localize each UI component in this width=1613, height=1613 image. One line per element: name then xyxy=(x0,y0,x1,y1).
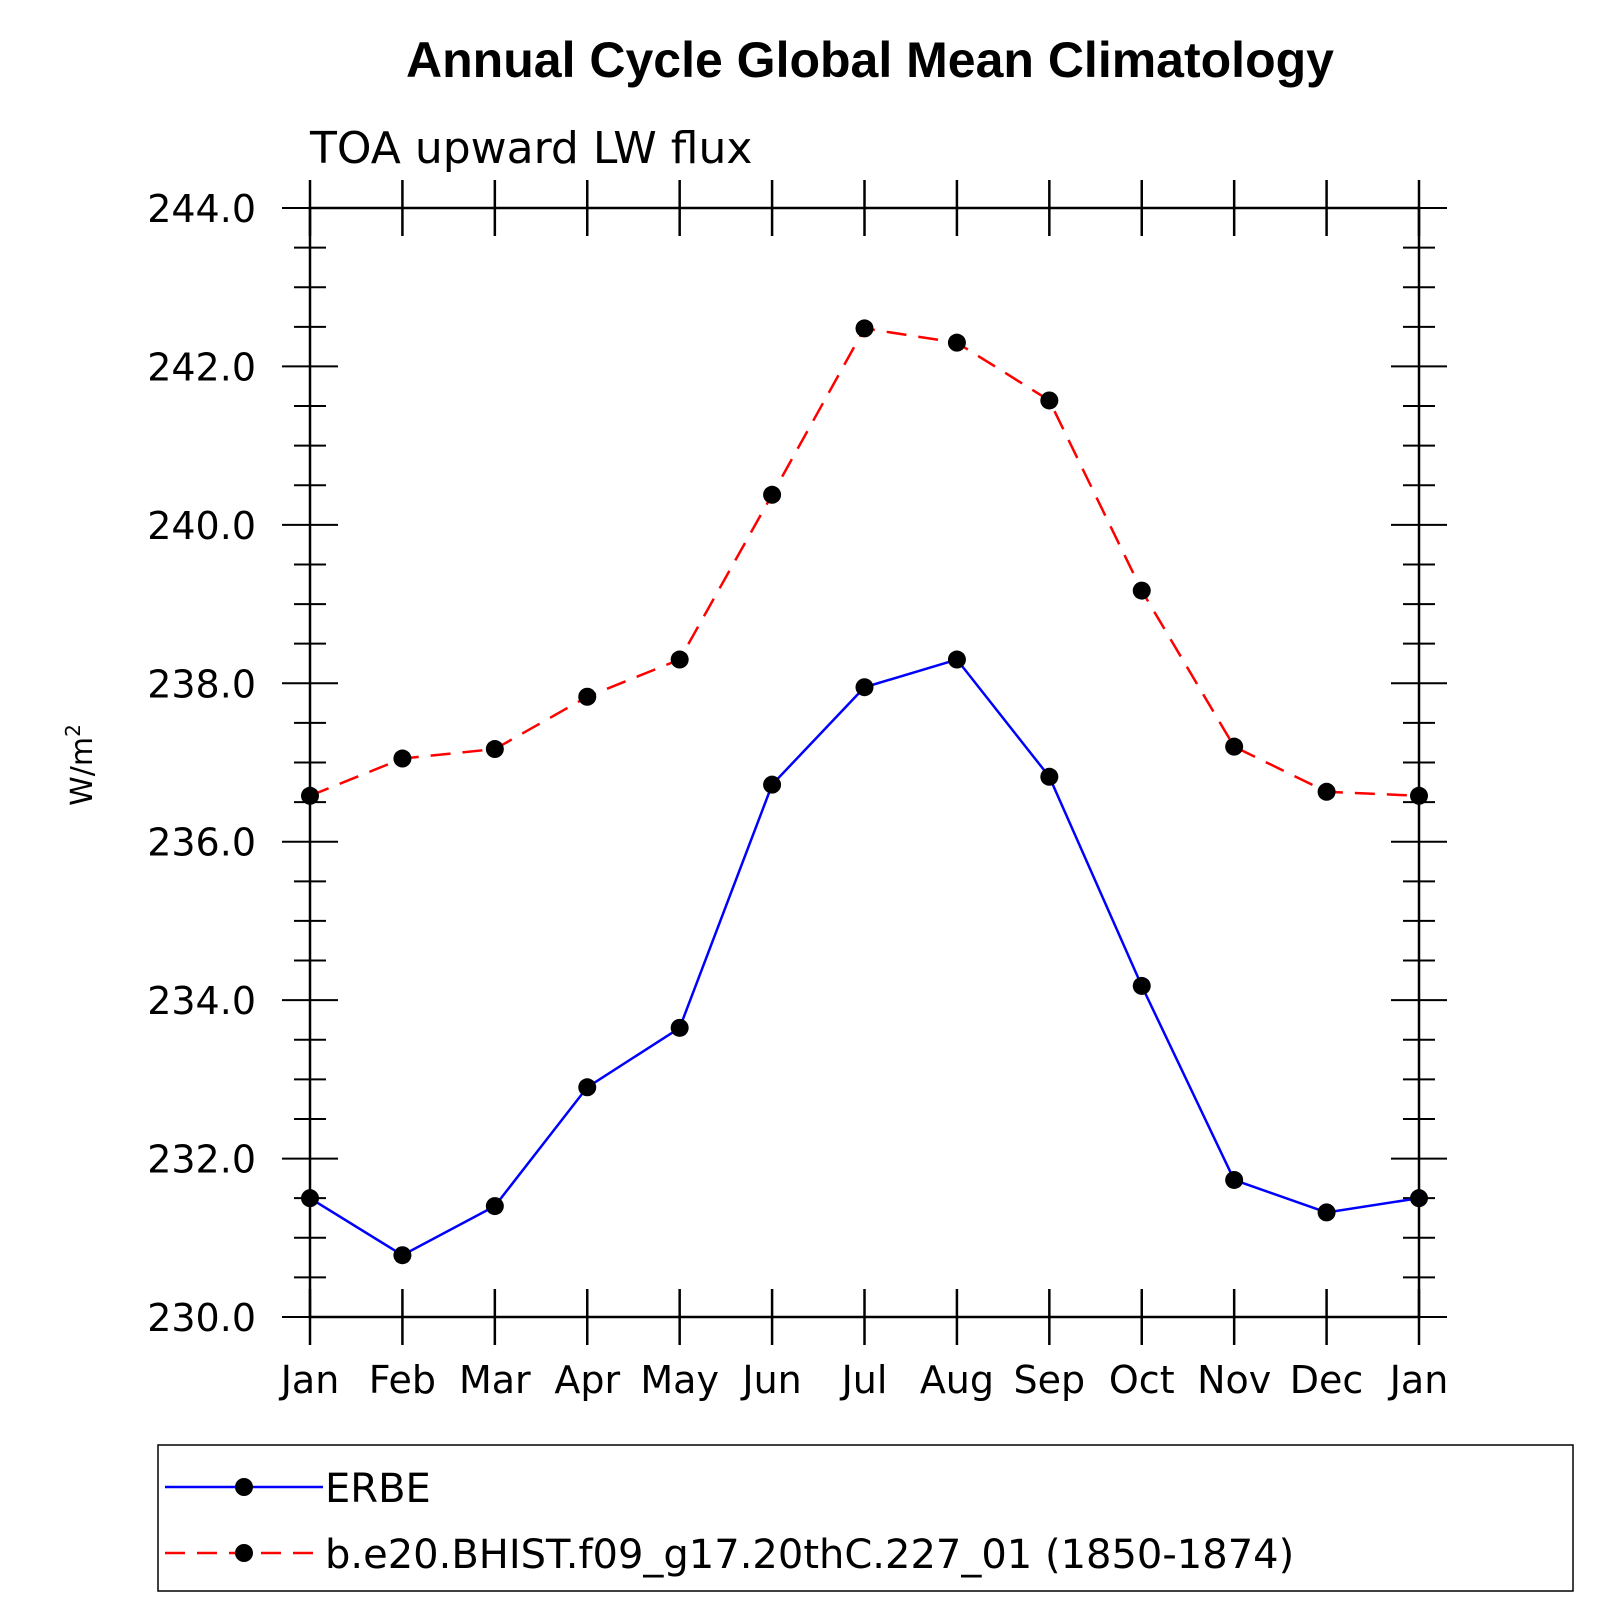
data-point-series-1 xyxy=(1317,782,1336,801)
data-point-series-1 xyxy=(301,786,319,805)
y-tick-label: 242.0 xyxy=(147,345,256,389)
data-point-series-1 xyxy=(855,319,874,338)
legend-label-model: b.e20.BHIST.f09_g17.20thC.227_01 (1850-1… xyxy=(325,1532,1294,1578)
x-tick-label: Jan xyxy=(279,1358,340,1402)
data-point-series-0 xyxy=(578,1078,597,1097)
data-point-series-1 xyxy=(1132,581,1151,600)
series-lines xyxy=(309,327,1420,1257)
legend: ERBE b.e20.BHIST.f09_g17.20thC.227_01 (1… xyxy=(157,1444,1574,1592)
svg-text:W/m2: W/m2 xyxy=(61,724,100,806)
y-tick-label: 230.0 xyxy=(147,1296,256,1340)
series-line-1 xyxy=(309,327,1420,798)
y-tick-label: 238.0 xyxy=(147,662,256,706)
data-point-series-0 xyxy=(855,678,874,697)
x-tick-label: Sep xyxy=(1014,1358,1086,1402)
data-point-series-1 xyxy=(1040,391,1059,410)
data-point-series-1 xyxy=(1225,737,1244,756)
chart-subtitle: TOA upward LW flux xyxy=(309,123,752,174)
x-tick-label: Jun xyxy=(740,1358,801,1402)
data-point-series-1 xyxy=(485,740,504,759)
x-tick-label: Feb xyxy=(369,1358,436,1402)
chart-title: Annual Cycle Global Mean Climatology xyxy=(406,32,1334,88)
legend-label-erbe: ERBE xyxy=(325,1466,431,1512)
y-tick-label: 244.0 xyxy=(147,187,256,231)
y-axis-label-text: W/m xyxy=(65,737,100,806)
y-tick-label: 232.0 xyxy=(147,1138,256,1182)
data-point-series-0 xyxy=(1040,767,1059,786)
data-point-series-0 xyxy=(393,1246,412,1265)
x-tick-label: Nov xyxy=(1197,1358,1271,1402)
tick-marks xyxy=(282,180,1447,1345)
data-point-series-0 xyxy=(1410,1189,1428,1208)
data-point-series-0 xyxy=(1225,1170,1244,1189)
y-axis-label: W/m2 xyxy=(61,724,100,806)
y-tick-label: 240.0 xyxy=(147,504,256,548)
x-tick-label: Apr xyxy=(554,1358,620,1402)
x-tick-label: May xyxy=(640,1358,719,1402)
data-point-series-1 xyxy=(1410,786,1428,805)
data-point-series-0 xyxy=(1132,976,1151,995)
y-tick-label: 234.0 xyxy=(147,979,256,1023)
data-point-series-0 xyxy=(670,1018,689,1037)
data-point-series-1 xyxy=(670,650,689,669)
plot-frame xyxy=(308,206,1421,1319)
x-tick-label: Mar xyxy=(459,1358,531,1402)
x-tick-label: Jan xyxy=(1388,1358,1449,1402)
x-tick-label: Jul xyxy=(840,1358,888,1402)
data-point-series-1 xyxy=(578,687,597,706)
data-point-series-0 xyxy=(301,1189,319,1208)
y-axis-label-superscript: 2 xyxy=(61,724,85,737)
data-point-series-0 xyxy=(947,650,966,669)
data-point-series-1 xyxy=(393,749,412,768)
y-tick-labels: 230.0 232.0 234.0 236.0 238.0 240.0 242.0 244.0 xyxy=(147,187,256,1340)
legend-marker-model xyxy=(235,1544,253,1562)
x-tick-labels: Jan Feb Mar Apr May Jun Jul Aug Sep Oct Nov Dec Jan xyxy=(279,1358,1449,1402)
x-tick-label: Oct xyxy=(1109,1358,1175,1402)
legend-box xyxy=(157,1444,1574,1592)
data-point-series-1 xyxy=(763,485,782,504)
series-line-0 xyxy=(309,658,1420,1257)
series-markers xyxy=(301,319,1428,1265)
x-tick-label: Aug xyxy=(920,1358,994,1402)
data-point-series-0 xyxy=(1317,1203,1336,1222)
legend-marker-erbe xyxy=(235,1478,253,1496)
y-tick-label: 236.0 xyxy=(147,821,256,865)
data-point-series-1 xyxy=(947,333,966,352)
data-point-series-0 xyxy=(763,775,782,794)
data-point-series-0 xyxy=(485,1197,504,1216)
x-tick-label: Dec xyxy=(1290,1358,1364,1402)
